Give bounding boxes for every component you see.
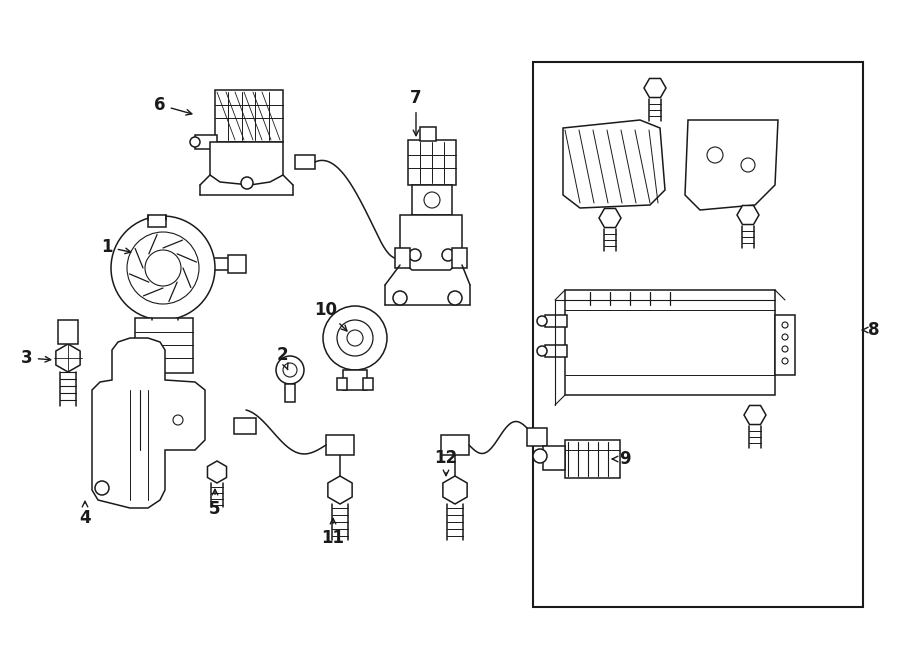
Bar — [337, 378, 347, 390]
Circle shape — [782, 322, 788, 328]
Bar — [343, 370, 367, 390]
Bar — [408, 140, 456, 185]
Bar — [228, 255, 246, 273]
Text: 3: 3 — [22, 349, 50, 367]
Text: 7: 7 — [410, 89, 422, 136]
Bar — [395, 248, 410, 268]
Circle shape — [533, 449, 547, 463]
Circle shape — [782, 346, 788, 352]
Circle shape — [393, 291, 407, 305]
Bar — [412, 185, 452, 215]
Text: 4: 4 — [79, 501, 91, 527]
Bar — [441, 435, 469, 455]
Bar — [215, 90, 283, 142]
Bar — [295, 155, 315, 169]
Polygon shape — [744, 405, 766, 424]
Polygon shape — [56, 344, 80, 372]
Polygon shape — [599, 208, 621, 227]
Bar — [452, 248, 467, 268]
Polygon shape — [563, 120, 665, 208]
Circle shape — [442, 249, 454, 261]
Text: 2: 2 — [276, 346, 288, 369]
Circle shape — [448, 291, 462, 305]
Polygon shape — [737, 206, 759, 225]
Circle shape — [537, 346, 547, 356]
Bar — [195, 135, 217, 149]
Circle shape — [95, 481, 109, 495]
Circle shape — [283, 363, 297, 377]
Circle shape — [127, 232, 199, 304]
Bar — [565, 290, 775, 395]
Text: 12: 12 — [435, 449, 457, 476]
Bar — [363, 378, 373, 390]
Circle shape — [323, 306, 387, 370]
Polygon shape — [443, 476, 467, 504]
Polygon shape — [400, 215, 462, 270]
Circle shape — [782, 334, 788, 340]
Circle shape — [409, 249, 421, 261]
Circle shape — [276, 356, 304, 384]
Circle shape — [111, 216, 215, 320]
Bar — [58, 320, 78, 344]
Text: 10: 10 — [314, 301, 346, 331]
Bar — [148, 215, 166, 227]
Bar — [565, 440, 620, 478]
Text: 6: 6 — [154, 96, 192, 115]
Polygon shape — [644, 79, 666, 98]
Bar — [420, 127, 436, 141]
Text: 1: 1 — [101, 238, 130, 256]
Circle shape — [241, 177, 253, 189]
Bar — [234, 418, 256, 434]
Circle shape — [337, 320, 373, 356]
Bar — [543, 446, 565, 470]
Polygon shape — [685, 120, 778, 210]
Circle shape — [173, 415, 183, 425]
Circle shape — [347, 330, 363, 346]
Bar — [135, 318, 193, 373]
Polygon shape — [210, 142, 283, 185]
Polygon shape — [92, 338, 205, 508]
Polygon shape — [328, 476, 352, 504]
Bar — [527, 428, 547, 446]
Circle shape — [537, 316, 547, 326]
Text: 8: 8 — [862, 321, 880, 339]
Text: 5: 5 — [209, 489, 220, 518]
Text: 11: 11 — [321, 518, 345, 547]
Polygon shape — [208, 461, 227, 483]
Circle shape — [741, 158, 755, 172]
Bar — [285, 384, 295, 402]
Circle shape — [190, 137, 200, 147]
Circle shape — [145, 250, 181, 286]
Bar — [533, 62, 863, 607]
Bar — [230, 142, 246, 160]
Bar — [545, 315, 567, 327]
Circle shape — [707, 147, 723, 163]
Bar — [545, 345, 567, 357]
Circle shape — [782, 358, 788, 364]
Circle shape — [424, 192, 440, 208]
Text: 9: 9 — [612, 450, 631, 468]
Bar — [775, 315, 795, 375]
Bar — [326, 435, 354, 455]
